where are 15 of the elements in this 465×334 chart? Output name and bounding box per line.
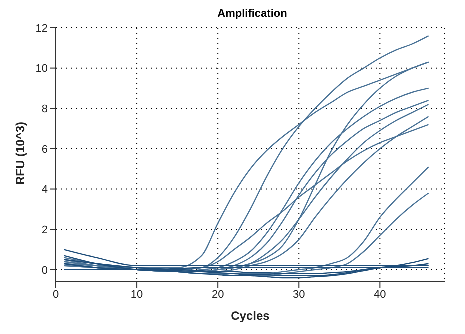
x-tick-label: 30 xyxy=(293,288,306,301)
y-tick-label: 12 xyxy=(36,22,48,35)
y-tick-label: 4 xyxy=(42,184,48,196)
y-tick-label: 6 xyxy=(42,144,48,156)
y-tick-label: 2 xyxy=(42,224,48,236)
y-axis-title: RFU (10^3) xyxy=(13,122,28,185)
x-tick-label: 40 xyxy=(374,288,386,301)
chart-title: Amplification xyxy=(216,8,288,22)
x-tick-label: 20 xyxy=(212,288,224,301)
x-axis-title: Cycles xyxy=(231,309,270,323)
x-tick-label: 0 xyxy=(52,288,60,301)
y-tick-label: 8 xyxy=(42,104,48,116)
y-tick-label: 10 xyxy=(36,63,48,76)
y-tick-label: 0 xyxy=(42,264,48,277)
x-tick-label: 10 xyxy=(130,288,144,301)
